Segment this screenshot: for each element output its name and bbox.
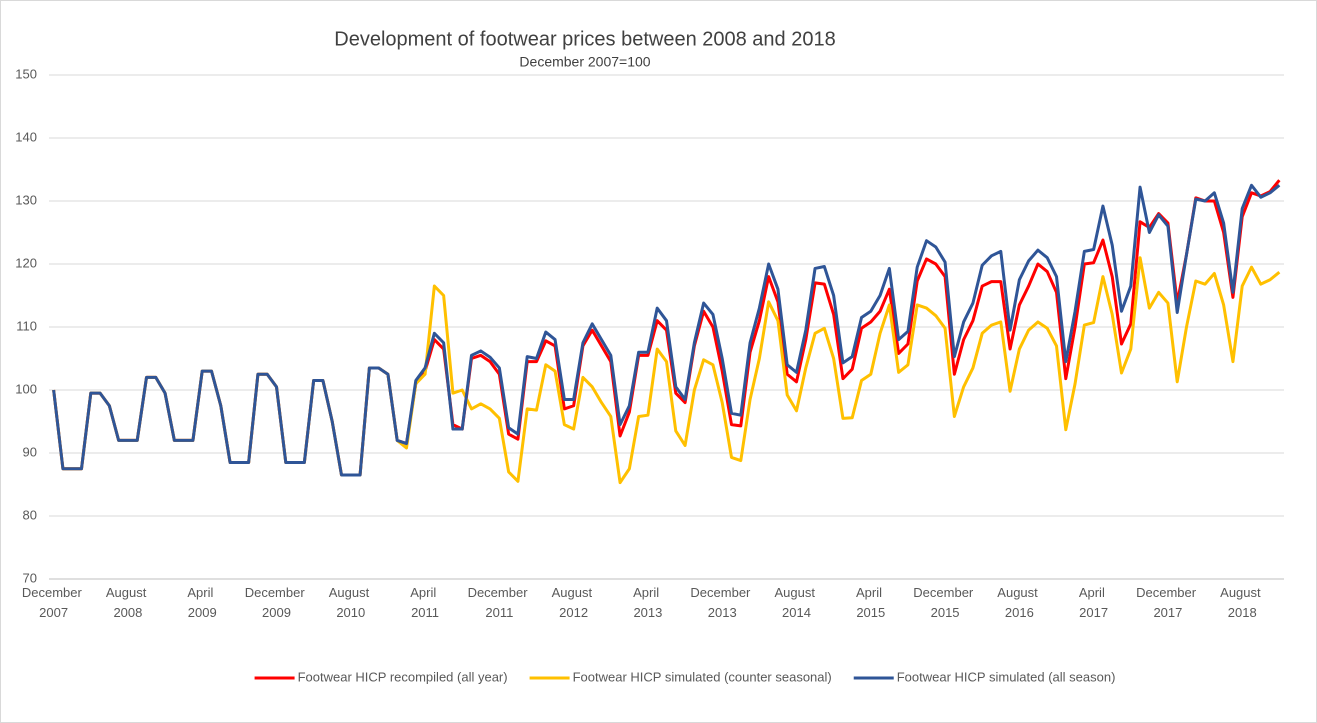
x-tick-label: December 2015 xyxy=(913,585,977,620)
x-tick-label: December 2007 xyxy=(22,585,86,620)
x-tick-label: August 2014 xyxy=(774,585,818,620)
x-tick-label: December 2011 xyxy=(468,585,532,620)
y-tick-label: 100 xyxy=(15,381,37,396)
x-tick-label: April 2015 xyxy=(856,585,886,620)
y-tick-label: 150 xyxy=(15,66,37,81)
legend-label: Footwear HICP simulated (all season) xyxy=(897,669,1116,684)
x-tick-label: August 2012 xyxy=(552,585,596,620)
chart-subtitle: December 2007=100 xyxy=(519,54,650,70)
y-tick-label: 130 xyxy=(15,192,37,207)
series-line xyxy=(52,183,1281,477)
legend: Footwear HICP recompiled (all year) Footw… xyxy=(254,669,1116,684)
y-tick-label: 80 xyxy=(23,507,37,522)
x-tick-label: April 2011 xyxy=(410,585,440,620)
x-tick-label: August 2008 xyxy=(106,585,150,620)
y-tick-label: 70 xyxy=(23,570,37,585)
x-tick-label: August 2018 xyxy=(1220,585,1264,620)
y-tick-label: 140 xyxy=(15,129,37,144)
x-tick-label: December 2013 xyxy=(690,585,754,620)
x-tick-label: April 2013 xyxy=(633,585,663,620)
x-tick-label: August 2016 xyxy=(997,585,1041,620)
x-tick-label: December 2009 xyxy=(245,585,309,620)
x-tick-label: December 2017 xyxy=(1136,585,1200,620)
x-tick-label: August 2010 xyxy=(329,585,373,620)
x-tick-label: April 2009 xyxy=(187,585,217,620)
legend-label: Footwear HICP recompiled (all year) xyxy=(298,669,508,684)
legend-label: Footwear HICP simulated (counter seasona… xyxy=(573,669,832,684)
chart-title: Development of footwear prices between 2… xyxy=(334,28,835,50)
x-tick-label: April 2017 xyxy=(1079,585,1109,620)
y-tick-label: 90 xyxy=(23,444,37,459)
y-tick-label: 110 xyxy=(16,318,37,333)
y-tick-label: 120 xyxy=(15,255,37,270)
